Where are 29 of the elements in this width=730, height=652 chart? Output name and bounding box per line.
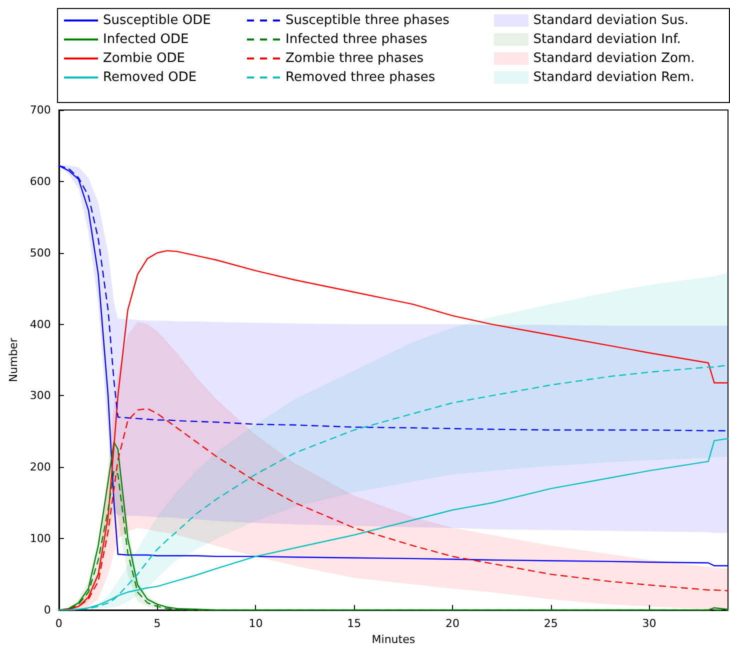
x-tick-label: 20	[445, 617, 460, 630]
y-axis-title: Number	[7, 337, 20, 382]
x-tick-label: 0	[55, 617, 62, 630]
y-tick-label: 200	[30, 460, 51, 474]
legend-label: Removed three phases	[286, 70, 436, 85]
legend-label: Standard deviation Inf.	[533, 32, 681, 47]
x-tick-label: 10	[248, 617, 263, 630]
legend-label: Zombie three phases	[286, 51, 424, 66]
x-tick-label: 25	[544, 617, 558, 630]
x-tick-label: 5	[154, 617, 161, 630]
y-tick-label: 600	[30, 174, 51, 188]
legend-label: Standard deviation Sus.	[533, 13, 688, 28]
y-tick-label: 100	[30, 532, 51, 546]
x-axis-title: Minutes	[372, 632, 416, 646]
x-tick-label: 30	[642, 617, 656, 630]
y-tick-label: 700	[30, 104, 51, 116]
legend-label: Standard deviation Zom.	[533, 51, 695, 66]
y-tick-label: 400	[30, 318, 51, 331]
y-tick-label: 500	[30, 246, 51, 260]
legend-label: Zombie ODE	[103, 51, 185, 66]
y-tick-label: 300	[30, 389, 51, 402]
legend-label: Removed ODE	[103, 70, 197, 85]
legend-label: Susceptible three phases	[286, 13, 450, 28]
legend-label: Susceptible ODE	[103, 13, 211, 28]
x-tick-label: 15	[347, 617, 362, 630]
legend-label: Infected ODE	[103, 32, 189, 47]
y-tick-label: 0	[44, 604, 51, 616]
legend-label: Standard deviation Rem.	[533, 70, 694, 85]
legend-label: Infected three phases	[286, 32, 428, 47]
